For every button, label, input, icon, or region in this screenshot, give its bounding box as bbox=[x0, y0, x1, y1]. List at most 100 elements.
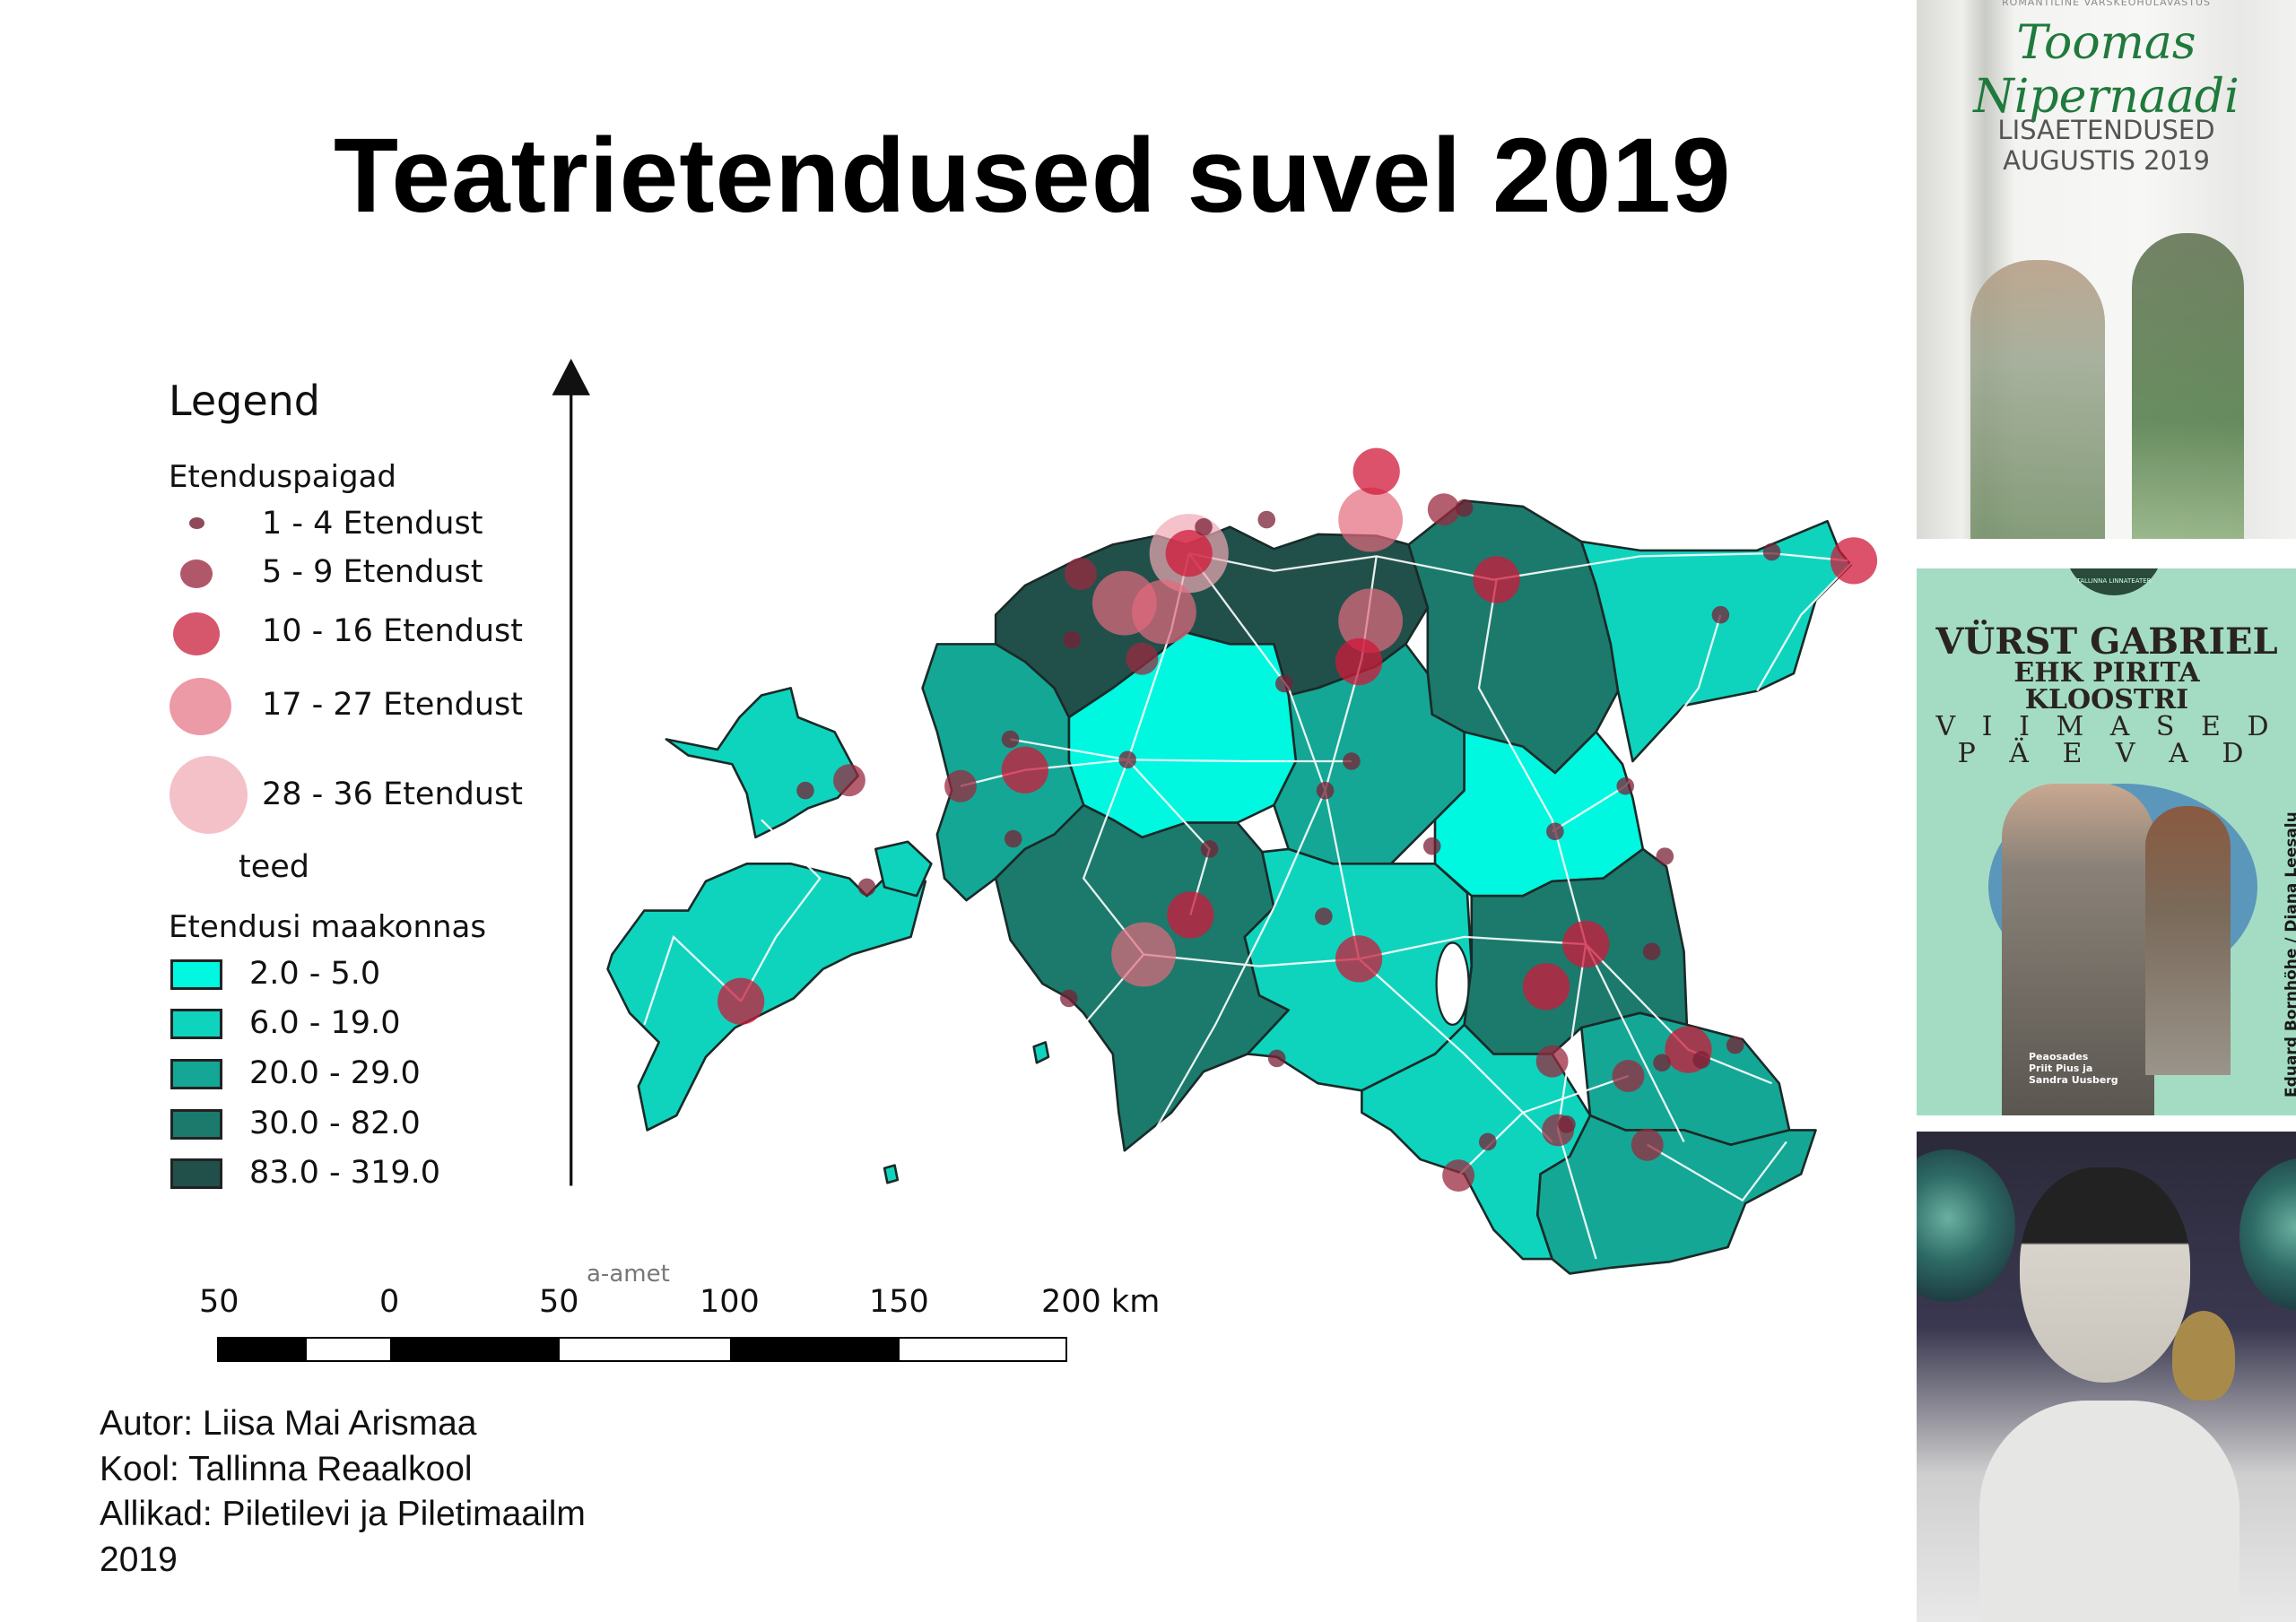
venue-point bbox=[718, 977, 765, 1025]
county-vorumaa bbox=[1535, 1114, 1817, 1275]
county-muhu bbox=[874, 840, 933, 898]
county-ida-virumaa bbox=[1579, 519, 1852, 763]
poster-title: Toomas Nipernaadi bbox=[1973, 16, 2239, 124]
poster-cast-line: Priit Pius ja bbox=[2029, 1063, 2093, 1074]
school-credit: Kool: Tallinna Reaalkool bbox=[100, 1450, 473, 1488]
venue-point bbox=[1726, 1036, 1744, 1054]
venue-point bbox=[1118, 750, 1136, 769]
venue-point bbox=[1642, 942, 1661, 961]
venue-point bbox=[1830, 537, 1878, 585]
lake-vortsjarv bbox=[1435, 941, 1470, 1027]
legend-county-label: 83.0 - 319.0 bbox=[249, 1155, 441, 1191]
legend-swatch-1 bbox=[170, 1009, 222, 1039]
road bbox=[1647, 1141, 1787, 1202]
poster-side-text: Eduard Bornhöhe / Diana Leesalu bbox=[2283, 811, 2296, 1097]
legend-county-label: 2.0 - 5.0 bbox=[249, 956, 381, 992]
venue-point bbox=[1316, 781, 1335, 800]
legend-swatch-0 bbox=[170, 959, 222, 990]
venue-point bbox=[1653, 1054, 1671, 1072]
venue-point bbox=[1656, 847, 1674, 865]
venue-point bbox=[1335, 638, 1383, 686]
map-title: Teatrietendused suvel 2019 bbox=[334, 117, 1732, 235]
poster-title-line: P Ä E V A D bbox=[1957, 738, 2257, 769]
poster-figure-man bbox=[2002, 784, 2154, 1115]
poster-title-line: EHK PIRITA KLOOSTRI bbox=[2013, 657, 2200, 716]
venue-point bbox=[1352, 447, 1400, 495]
poster-cast-line: Sandra Uusberg bbox=[2029, 1074, 2118, 1086]
venue-point bbox=[1616, 776, 1635, 795]
venue-point bbox=[1692, 1051, 1710, 1069]
venue-point bbox=[1473, 556, 1520, 603]
road bbox=[1010, 738, 1211, 915]
legend-title: Legend bbox=[169, 377, 320, 425]
scale-label: 0 bbox=[379, 1284, 400, 1320]
legend-roads-label: teed bbox=[239, 849, 310, 885]
scale-label: 200 km bbox=[1041, 1284, 1161, 1320]
road bbox=[1187, 552, 1553, 1143]
venue-point bbox=[1442, 1159, 1475, 1192]
venue-point bbox=[1111, 922, 1177, 987]
county-ruhnu bbox=[883, 1164, 900, 1184]
venue-point bbox=[1126, 642, 1159, 675]
venue-point bbox=[1315, 907, 1333, 925]
venue-point bbox=[1631, 1128, 1664, 1161]
road bbox=[643, 934, 742, 1026]
venue-point bbox=[1060, 989, 1078, 1008]
venue-point bbox=[1001, 730, 1020, 749]
legend-label-17-27: 17 - 27 Etendust bbox=[262, 687, 523, 723]
venue-point bbox=[1165, 530, 1213, 577]
road bbox=[1477, 579, 1685, 1142]
poster-figure-man bbox=[1970, 260, 2105, 539]
scale-label: 150 bbox=[869, 1284, 929, 1320]
year-credit: 2019 bbox=[100, 1540, 178, 1579]
poster-planet-left bbox=[1917, 1149, 2015, 1302]
venue-point bbox=[1535, 1045, 1569, 1078]
venue-point bbox=[1257, 510, 1276, 529]
venue-point bbox=[1478, 1132, 1497, 1151]
venue-point bbox=[944, 769, 977, 802]
sources-credit: Allikad: Piletilevi ja Piletimaailm bbox=[100, 1495, 586, 1533]
legend-symbol-28-36 bbox=[170, 756, 248, 834]
venue-point bbox=[1558, 1115, 1576, 1133]
venue-point bbox=[1455, 499, 1474, 517]
road bbox=[740, 819, 822, 1002]
poster-cast-line: Peaosades bbox=[2029, 1051, 2089, 1063]
legend-swatch-3 bbox=[170, 1109, 222, 1140]
venue-point bbox=[1343, 752, 1361, 770]
legend-symbol-5-9 bbox=[180, 559, 213, 588]
venue-point bbox=[1522, 963, 1570, 1010]
venue-point bbox=[1200, 840, 1219, 858]
venue-point bbox=[1275, 674, 1293, 693]
venue-point bbox=[1004, 829, 1022, 848]
legend-county-label: 30.0 - 82.0 bbox=[249, 1106, 421, 1141]
venue-point bbox=[796, 781, 814, 800]
poster-title-line: V I I M A S E D bbox=[1935, 711, 2278, 742]
poster-bird bbox=[2172, 1311, 2235, 1401]
venue-point bbox=[832, 764, 865, 797]
venue-point bbox=[1422, 837, 1441, 855]
venue-point bbox=[1335, 935, 1383, 983]
venue-point bbox=[1338, 588, 1404, 654]
venue-point bbox=[1267, 1049, 1286, 1068]
poster-face bbox=[2020, 1167, 2190, 1383]
venue-point bbox=[857, 878, 876, 897]
map-credit: a-amet bbox=[587, 1261, 670, 1288]
venue-point bbox=[1711, 605, 1730, 624]
venue-point bbox=[1562, 920, 1610, 968]
poster-figure-woman bbox=[2132, 233, 2244, 539]
venue-point bbox=[1762, 542, 1781, 561]
legend-points-heading: Etenduspaigad bbox=[169, 459, 396, 495]
scale-label: 100 bbox=[700, 1284, 760, 1320]
county-hiiumaa bbox=[665, 687, 860, 839]
north-arrow-icon bbox=[552, 359, 590, 395]
venue-point bbox=[1001, 746, 1048, 794]
poster-vurst-gabriel: TALLINNA LINNATEATER VÜRST GABRIEL EHK P… bbox=[1917, 568, 2296, 1115]
legend-swatch-2 bbox=[170, 1059, 222, 1089]
legend-label-28-36: 28 - 36 Etendust bbox=[262, 776, 523, 812]
poster-subtitle-line: LISAETENDUSED bbox=[1997, 115, 2215, 145]
legend-label-10-16: 10 - 16 Etendust bbox=[262, 613, 523, 649]
legend-swatch-4 bbox=[170, 1158, 222, 1189]
author-credit: Autor: Liisa Mai Arismaa bbox=[100, 1404, 477, 1443]
poster-seal: TALLINNA LINNATEATER bbox=[2065, 568, 2163, 595]
legend-symbol-10-16 bbox=[173, 612, 220, 655]
